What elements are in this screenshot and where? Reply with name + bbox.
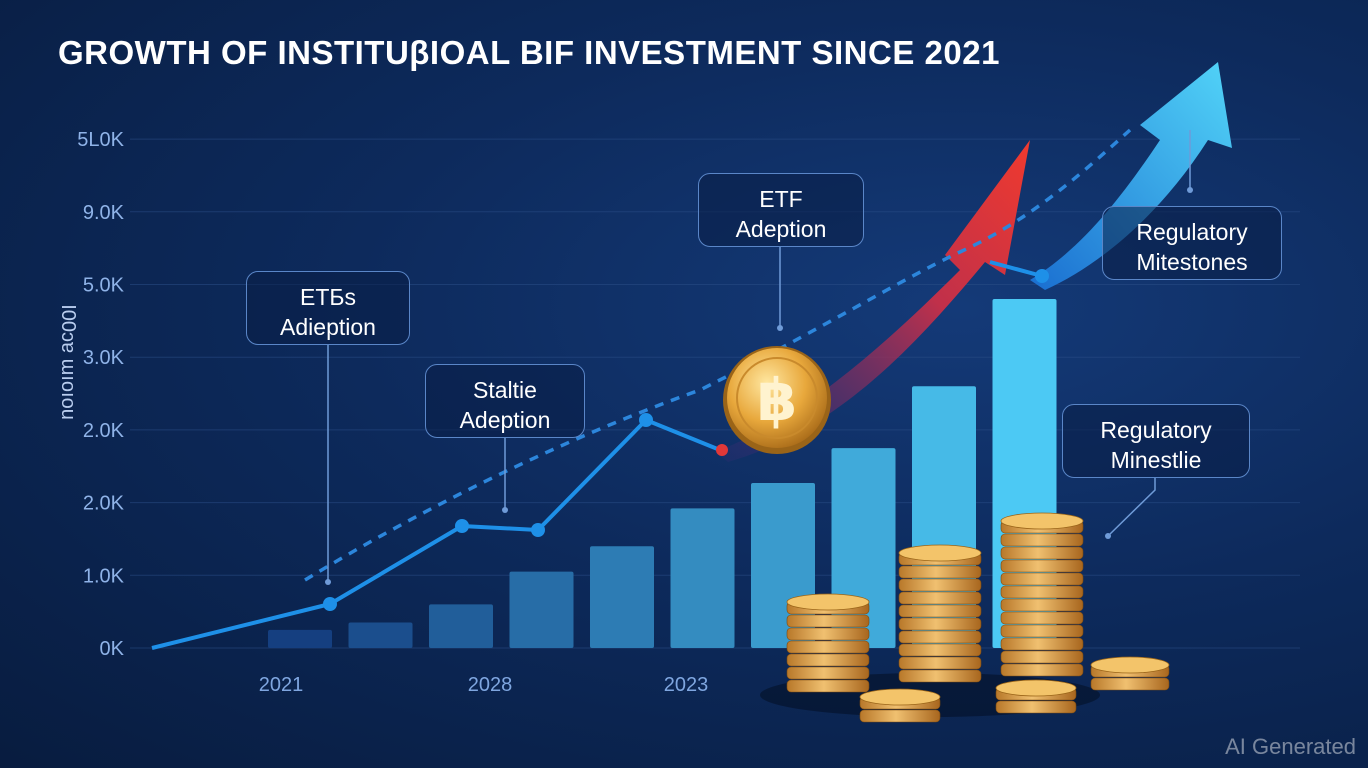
coin-stack-icon [898, 643, 982, 657]
blue-trend-arrow [1030, 62, 1232, 290]
y-tick-label: 1.0K [83, 565, 125, 587]
coin-ring [736, 357, 818, 439]
coin-stack-icon [898, 565, 982, 579]
callout-line1: ETF [759, 186, 803, 212]
coin-stack-icon [859, 709, 941, 723]
coin-stacks [760, 512, 1170, 723]
coin-stack-icon [1000, 624, 1084, 638]
coin-stack-top [1000, 512, 1084, 530]
x-tick-label: 2028 [468, 674, 513, 696]
y-tick-label: 5L0K [77, 129, 124, 151]
coin-stack-icon [1000, 572, 1084, 586]
coin-stack-icon [1000, 637, 1084, 651]
y-tick-label: 2.0K [83, 420, 125, 442]
y-tick-label: 0K [100, 638, 125, 660]
bitcoin-coin-icon: ฿ [723, 346, 831, 454]
coin-stack-icon [898, 591, 982, 605]
coin-stack-icon [898, 578, 982, 592]
coin-stack-icon [1090, 677, 1170, 691]
callout-line2: Minestlie [1110, 447, 1202, 473]
coin-stack-icon [1000, 650, 1084, 664]
line-point [1035, 269, 1049, 283]
coin-stack-icon [1000, 585, 1084, 599]
coin-stack-icon [786, 679, 870, 693]
series-lines [151, 128, 1132, 650]
leader-dot [502, 507, 508, 513]
callout-line2: Adeption [735, 216, 827, 242]
line-point [455, 519, 469, 533]
x-tick-label: 2021 [259, 674, 304, 696]
coin-face [727, 348, 827, 448]
bar [268, 629, 332, 648]
bar [670, 508, 735, 648]
y-tick-label: 2.0K [83, 493, 125, 515]
solid-series-line [151, 418, 721, 650]
callout-staltie-adeption: Staltie Adeption [425, 364, 585, 438]
callout-line1: Regulatory [1100, 417, 1212, 443]
coin-stack-icon [786, 614, 870, 628]
coin-stack-icon [786, 640, 870, 654]
coin-stack-icon [898, 669, 982, 683]
coin-stack-top [859, 688, 941, 706]
leader-line [1107, 478, 1156, 537]
bar [429, 604, 493, 648]
line-point [323, 597, 337, 611]
callout-line1: Staltie [473, 377, 537, 403]
y-tick-label: 3.0K [83, 347, 125, 369]
coin-stack-icon [786, 666, 870, 680]
coin-stack-icon [1000, 611, 1084, 625]
bars-group [268, 299, 1057, 648]
y-tick-label: 5.0K [83, 275, 125, 297]
callout-line2: Mitestones [1136, 249, 1248, 275]
bar [509, 571, 574, 648]
x-axis: 2021 2028 2023 [259, 674, 709, 696]
leader-dot [1105, 533, 1111, 539]
line-point [531, 523, 545, 537]
bar [590, 546, 654, 648]
watermark-text: AI Generated [1225, 734, 1356, 759]
callout-leaders [325, 130, 1193, 585]
chart-title: GROWTH OF INSTITUβIOAL BIF INVESTMENT SI… [58, 34, 1000, 71]
coin-stack-icon [1000, 546, 1084, 560]
callout-line1: Regulatory [1136, 219, 1248, 245]
leader-dot [1187, 187, 1193, 193]
y-axis-label: I00ɔɐ ɯıoıou [57, 304, 79, 420]
coin-stack-icon [898, 604, 982, 618]
callout-regulatory-minestlie: Regulatory Minestlie [1062, 404, 1250, 478]
y-tick-label: 9.0K [83, 202, 125, 224]
leader-dot [777, 325, 783, 331]
coin-stack-icon [898, 656, 982, 670]
leader-dot [325, 579, 331, 585]
callout-etbs-adieption: ETБs Adieption [246, 271, 410, 345]
callout-line2: Adeption [459, 407, 551, 433]
line-point [716, 444, 728, 456]
coin-stack-icon [898, 630, 982, 644]
line-point [639, 413, 653, 427]
coin-stack-icon [1000, 533, 1084, 547]
callout-line1: ETБs [300, 284, 356, 310]
coin-stack-top [786, 593, 870, 611]
coin-stack-icon [1000, 663, 1084, 677]
coin-stack-icon [995, 700, 1077, 714]
coin-stack-icon [786, 627, 870, 641]
solid-series-line-tail [989, 260, 1043, 278]
y-axis: 0K 1.0K 2.0K 2.0K 3.0K 5.0K 9.0K 5L0K [77, 129, 124, 660]
coin-stack-icon [898, 617, 982, 631]
callout-etf-adeption: ETF Adeption [698, 173, 864, 247]
coin-stack-top [1090, 656, 1170, 674]
callout-regulatory-mitestones: Regulatory Mitestones [1102, 206, 1282, 280]
x-tick-label: 2023 [664, 674, 709, 696]
bitcoin-symbol: ฿ [757, 366, 797, 434]
trend-arrows [715, 62, 1232, 462]
coin-stack-icon [786, 653, 870, 667]
coin-stack-top [995, 679, 1077, 697]
dashed-trend-line [304, 128, 1132, 582]
coin-stack-icon [1000, 598, 1084, 612]
bar [348, 622, 413, 648]
coin-stack-icon [1000, 559, 1084, 573]
coin-stack-top [898, 544, 982, 562]
callout-line2: Adieption [280, 314, 376, 340]
